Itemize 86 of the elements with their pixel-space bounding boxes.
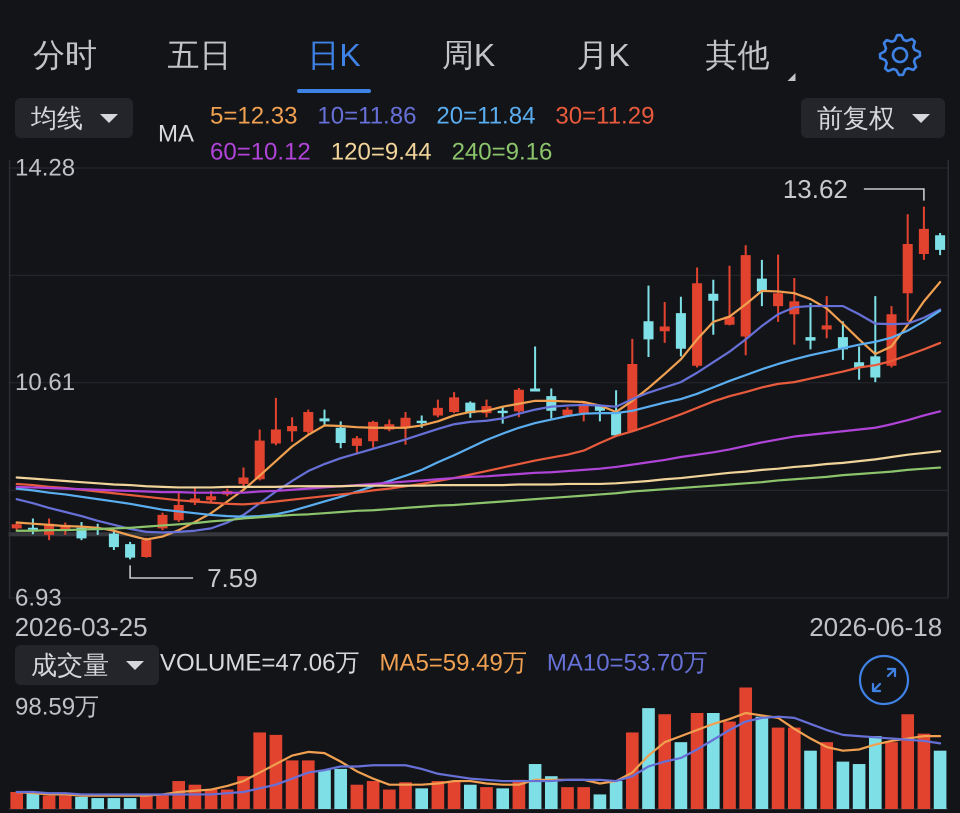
annotation: 13.62 (782, 174, 848, 204)
dropdown-label: 成交量 (31, 650, 109, 680)
bar (58, 796, 72, 809)
tab-label: 分时 (33, 37, 97, 73)
tab-label: 日K (307, 37, 361, 73)
text: VOLUME=47.06万 (160, 650, 360, 676)
bar (270, 734, 282, 809)
bar (415, 788, 428, 809)
bar (108, 798, 120, 809)
bar (772, 728, 784, 809)
bar (334, 768, 348, 809)
candlestick (805, 303, 816, 350)
bar (610, 781, 622, 809)
bar (594, 794, 606, 809)
bar (75, 796, 88, 809)
bar (690, 713, 704, 809)
candlestick (530, 346, 540, 392)
text: 5=12.33 (210, 102, 298, 130)
bar (934, 750, 946, 809)
bar (885, 742, 898, 809)
bar (626, 732, 639, 809)
bar (399, 782, 412, 809)
bar (432, 781, 444, 809)
bar (674, 742, 688, 809)
bar (706, 713, 720, 809)
dropdown-label: 前复权 (817, 103, 895, 133)
bar (480, 787, 493, 809)
bar (464, 784, 477, 809)
bar (26, 793, 40, 809)
bar (302, 760, 315, 809)
bar (788, 728, 801, 809)
bar (852, 764, 866, 809)
bar (868, 736, 882, 809)
bar (286, 760, 298, 809)
bar (561, 787, 574, 809)
bar (350, 784, 364, 809)
bar (739, 688, 752, 809)
text: 120=9.44 (330, 138, 432, 166)
line-series (16, 450, 942, 489)
bar (918, 734, 930, 809)
text: 2026-06-18 (809, 612, 942, 642)
y-tick-label: 6.93 (15, 584, 62, 612)
y-tick-label: 10.61 (15, 369, 76, 396)
tab-label: 周K (442, 37, 496, 73)
text: 10=11.86 (317, 102, 416, 130)
text: MA5=59.49万 (379, 650, 527, 676)
bar (642, 708, 655, 809)
bar (156, 794, 169, 809)
bar (723, 722, 736, 809)
bar (91, 798, 104, 809)
bar (804, 750, 817, 809)
bar (42, 796, 56, 809)
candlestick (660, 302, 670, 343)
text: MA10=53.70万 (546, 650, 708, 676)
bar (124, 798, 136, 809)
bar (528, 764, 542, 809)
tab-label: 月K (576, 37, 630, 73)
bar (318, 770, 331, 809)
bar (756, 716, 768, 809)
line-series (16, 410, 942, 494)
bar (10, 792, 24, 809)
legend-title: MA (158, 120, 194, 148)
bar (496, 788, 510, 809)
text: 2026-03-25 (14, 612, 148, 642)
bar (366, 781, 380, 809)
text: 20=11.84 (436, 102, 536, 130)
bar (253, 732, 266, 809)
line-series (16, 342, 942, 506)
line-series (16, 466, 942, 532)
text: 30=11.29 (555, 102, 654, 130)
bar (448, 781, 460, 809)
text: 60=10.12 (210, 138, 311, 166)
tab-label: 五日 (168, 37, 232, 73)
annotation: 98.59万 (15, 694, 100, 720)
bar (836, 762, 850, 809)
bar (658, 714, 672, 809)
bar (901, 714, 914, 809)
bar (820, 742, 834, 809)
bar (382, 790, 396, 809)
candlestick (287, 417, 298, 442)
annotation: 7.59 (207, 563, 258, 593)
bar (577, 787, 590, 809)
dropdown-label: 均线 (31, 103, 83, 133)
tab-label: 其他 (706, 37, 770, 73)
text: 240=9.16 (452, 138, 552, 166)
y-tick-label: 14.28 (15, 154, 76, 182)
